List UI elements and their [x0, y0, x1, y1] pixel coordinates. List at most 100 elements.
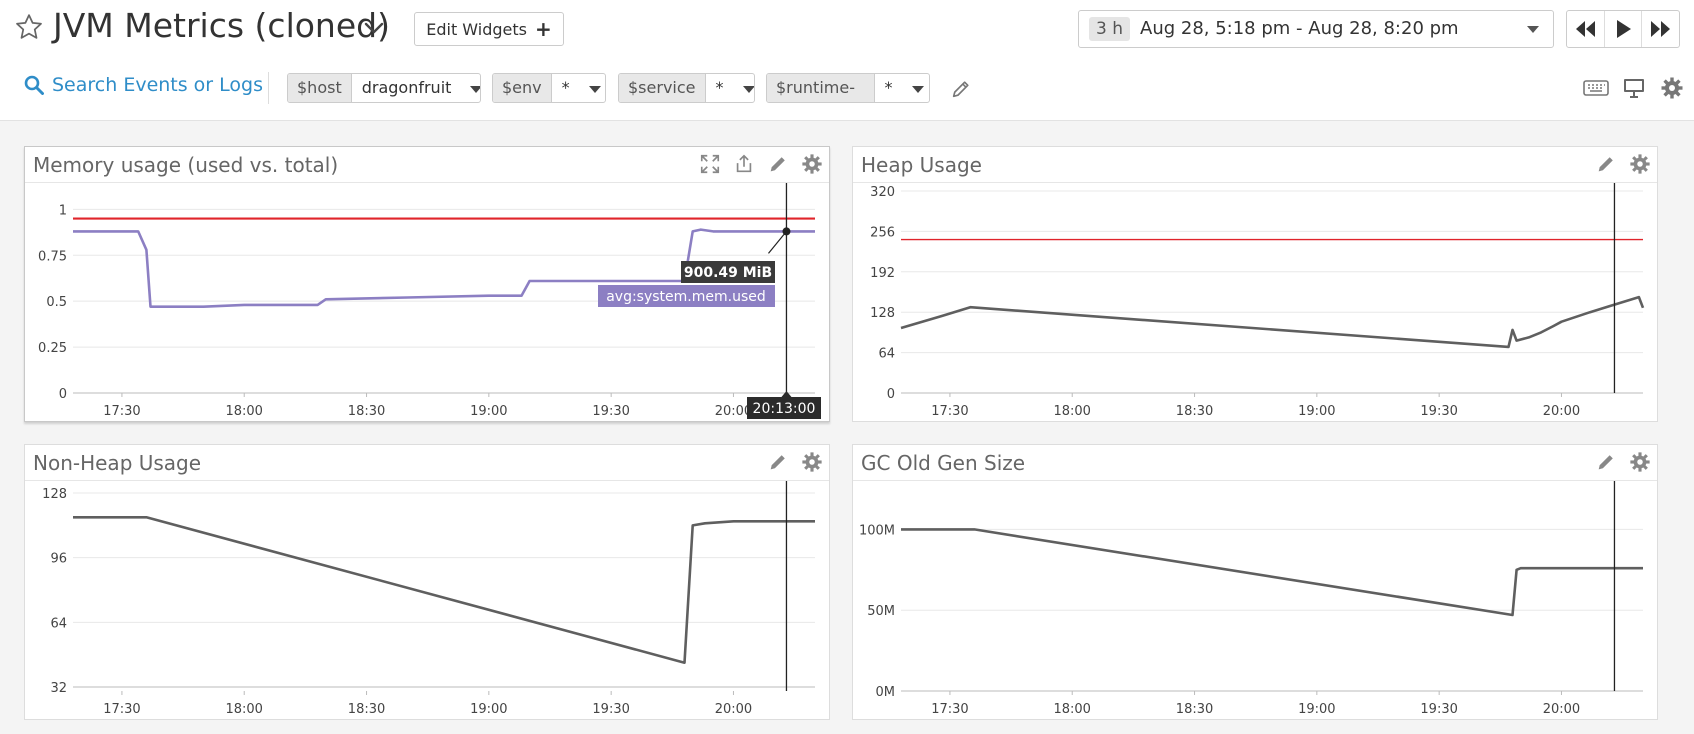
series-line	[73, 228, 815, 308]
gear-icon[interactable]	[1660, 76, 1684, 100]
caret-down-icon[interactable]	[734, 74, 754, 102]
gear-icon[interactable]	[1629, 451, 1651, 473]
fast-forward-icon	[1650, 21, 1670, 37]
x-tick-label: 18:30	[1176, 404, 1213, 419]
tooltip-value-box	[681, 261, 775, 283]
y-tick-label: 0.5	[46, 295, 67, 310]
tooltip-time-pointer	[781, 391, 792, 397]
widget-title: GC Old Gen Size	[861, 451, 1026, 475]
time-caret-icon[interactable]	[1527, 26, 1539, 33]
x-tick-label: 20:00	[715, 404, 752, 419]
page-title: JVM Metrics (cloned)	[53, 6, 390, 45]
widget-memory-usage[interactable]: Memory usage (used vs. total) 0 0.25 0.5 0.…	[24, 146, 830, 422]
time-picker[interactable]: 3 h Aug 28, 5:18 pm - Aug 28, 8:20 pm	[1078, 10, 1554, 48]
x-tick-label: 19:00	[1298, 702, 1335, 717]
x-tick-label: 19:00	[470, 404, 507, 419]
pencil-icon[interactable]	[1595, 153, 1617, 175]
divider	[268, 72, 269, 104]
pencil-icon[interactable]	[767, 153, 789, 175]
x-tick-label: 19:00	[470, 702, 507, 717]
plus-icon: +	[534, 17, 552, 41]
template-var-value: dragonfruit	[361, 78, 452, 97]
tooltip-value: 900.49 MiB	[684, 265, 772, 281]
y-tick-label: 1	[59, 203, 67, 218]
tooltip-time: 20:13:00	[753, 401, 816, 417]
widget-header-divider	[853, 480, 1657, 481]
gear-icon[interactable]	[801, 451, 823, 473]
x-tick-label: 19:00	[1298, 404, 1335, 419]
template-var-service[interactable]: $service *	[618, 73, 755, 103]
pencil-icon[interactable]	[950, 78, 972, 100]
y-tick-label: 64	[50, 616, 67, 631]
x-tick-label: 18:00	[1053, 702, 1090, 717]
star-icon[interactable]	[14, 12, 44, 42]
x-tick-label: 20:00	[715, 702, 752, 717]
widget-gc-old-gen-size[interactable]: GC Old Gen Size 0M 50M 100M 17:30 18:00 18:30…	[852, 444, 1658, 720]
search-events-link[interactable]: Search Events or Logs	[24, 74, 263, 96]
play-button[interactable]	[1605, 11, 1643, 47]
x-tick-label: 17:30	[103, 702, 140, 717]
series-line	[901, 528, 1643, 617]
series-line	[73, 515, 815, 664]
x-tick-label: 18:30	[1176, 702, 1213, 717]
time-span-badge: 3 h	[1089, 17, 1130, 41]
pencil-icon[interactable]	[1595, 451, 1617, 473]
gc-old-gen-chart[interactable]: 0M 50M 100M 17:30 18:00 18:30 19:00 19:30 20:00	[853, 481, 1657, 719]
tooltip-series-name: avg:system.mem.used	[606, 289, 766, 305]
y-tick-label: 0.75	[38, 249, 67, 264]
x-tick-label: 17:30	[103, 404, 140, 419]
template-var-name: $runtime-id	[767, 74, 875, 102]
x-tick-label: 19:30	[592, 702, 629, 717]
y-tick-label: 0	[59, 387, 67, 402]
time-range-text: Aug 28, 5:18 pm - Aug 28, 8:20 pm	[1140, 18, 1459, 39]
y-tick-label: 128	[870, 306, 895, 321]
rewind-button[interactable]	[1567, 11, 1605, 47]
gear-icon[interactable]	[1629, 153, 1651, 175]
edit-widgets-button[interactable]: Edit Widgets +	[414, 12, 564, 46]
widget-title: Memory usage (used vs. total)	[33, 153, 339, 177]
share-icon[interactable]	[733, 153, 755, 175]
y-tick-label: 96	[50, 552, 67, 567]
x-tick-label: 17:30	[931, 404, 968, 419]
caret-down-icon[interactable]	[580, 74, 605, 102]
widget-header-divider	[25, 480, 829, 481]
template-var-env[interactable]: $env *	[492, 73, 606, 103]
widget-heap-usage[interactable]: Heap Usage 0 64 128 192 256 320 17:30 18:00 18:3…	[852, 146, 1658, 422]
template-var-host[interactable]: $host dragonfruit	[287, 73, 481, 103]
x-tick-label: 19:30	[592, 404, 629, 419]
y-tick-label: 0	[887, 387, 895, 402]
dashboard-header: JVM Metrics (cloned) Edit Widgets + 3 h …	[0, 0, 1694, 121]
non-heap-usage-chart[interactable]: 32 64 96 128 17:30 18:00 18:30 19:00 19:30 20:00	[25, 481, 829, 719]
widget-title: Heap Usage	[861, 153, 982, 177]
edit-widgets-label: Edit Widgets	[426, 19, 527, 39]
y-tick-label: 100M	[859, 523, 895, 538]
series-line	[900, 295, 1645, 349]
y-tick-label: 128	[42, 487, 67, 502]
y-tick-label: 0M	[876, 685, 896, 700]
caret-down-icon[interactable]	[461, 74, 480, 102]
y-tick-label: 0.25	[38, 341, 67, 356]
x-tick-label: 20:00	[1543, 702, 1580, 717]
fast-forward-button[interactable]	[1642, 11, 1679, 47]
widget-non-heap-usage[interactable]: Non-Heap Usage 32 64 96 128 17:30 18:00 18:30 1…	[24, 444, 830, 720]
widget-header-divider	[853, 182, 1657, 183]
play-icon	[1617, 20, 1631, 38]
playback-controls	[1566, 10, 1680, 48]
pencil-icon[interactable]	[767, 451, 789, 473]
caret-down-icon[interactable]	[903, 74, 929, 102]
monitor-icon[interactable]	[1622, 76, 1646, 100]
search-events-label: Search Events or Logs	[52, 74, 263, 96]
heap-usage-chart[interactable]: 0 64 128 192 256 320 17:30 18:00 18:30 19:00 19:30…	[853, 183, 1657, 421]
gear-icon[interactable]	[801, 153, 823, 175]
template-var-value: *	[884, 78, 893, 97]
keyboard-icon[interactable]	[1583, 76, 1609, 100]
x-tick-label: 18:00	[225, 404, 262, 419]
memory-usage-chart[interactable]: 0 0.25 0.5 0.75 1 17:30 18:00 18:30 19:00 19:30 20…	[25, 183, 829, 421]
chevron-down-icon[interactable]	[362, 16, 386, 40]
template-var-runtime-id[interactable]: $runtime-id *	[766, 73, 930, 103]
template-var-value: *	[561, 78, 570, 97]
x-tick-label: 18:30	[348, 702, 385, 717]
x-tick-label: 19:30	[1420, 404, 1457, 419]
cursor-point	[782, 227, 791, 236]
expand-icon[interactable]	[699, 153, 721, 175]
